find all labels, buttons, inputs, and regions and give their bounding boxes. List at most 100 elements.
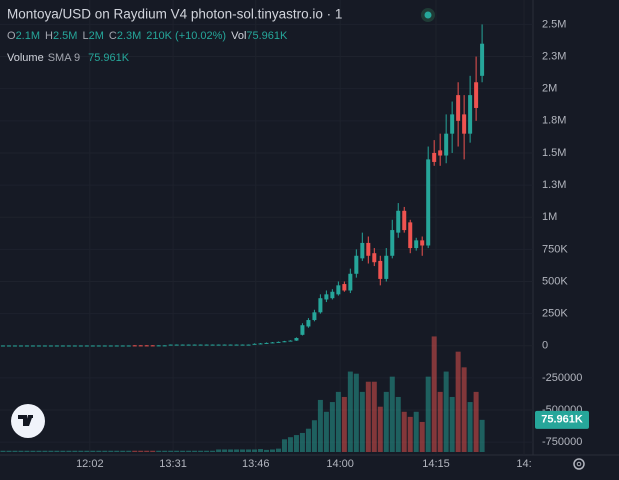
volume-bar (48, 450, 54, 452)
candle-body (120, 345, 125, 347)
candle-body (36, 345, 41, 347)
volume-bar (180, 450, 186, 452)
volume-bar (473, 391, 479, 452)
candle-body (150, 345, 155, 347)
volume-bar (323, 411, 329, 452)
candle-body (96, 345, 101, 347)
volume-bar (132, 450, 138, 452)
candle-body (102, 345, 107, 347)
volume-bar (252, 449, 258, 452)
volume-bar (311, 420, 317, 452)
volume-bar (138, 450, 144, 452)
candle-body (426, 159, 431, 246)
candle-body (54, 345, 59, 347)
volume-last-box (535, 410, 589, 429)
candle-body (288, 340, 293, 342)
candle-body (222, 344, 227, 346)
candle-body (12, 345, 17, 347)
candle-body (378, 260, 383, 279)
candle-body (306, 320, 311, 327)
candle-body (72, 345, 77, 347)
candle-body (48, 345, 53, 347)
y-tick-label: 1.3M (542, 179, 566, 191)
candle-body (462, 114, 467, 134)
candle-body (468, 95, 473, 134)
y-tick-label: 250K (542, 308, 568, 320)
volume-bar (174, 450, 180, 452)
candle-body (348, 273, 353, 291)
vol-value: 75.961K (246, 30, 288, 42)
volume-bar (401, 411, 407, 452)
candle-body (126, 345, 131, 347)
candle-body (60, 345, 65, 347)
volume-bar (240, 449, 246, 452)
volume-bar (449, 396, 455, 452)
y-tick-label: 1M (542, 211, 557, 223)
candle-body (342, 284, 347, 291)
tv-logo[interactable] (11, 404, 45, 438)
candle-body (324, 294, 329, 300)
volume-bar (102, 450, 108, 452)
volume-bar (329, 402, 335, 452)
indicator-value: 75.961K (88, 52, 130, 64)
volume-bar (54, 450, 60, 452)
ohlc-value: 2M (89, 30, 104, 42)
candle-body (294, 338, 299, 341)
volume-bar (0, 450, 6, 452)
volume-bar (216, 449, 222, 452)
gear-hub (576, 461, 582, 467)
settings-button[interactable] (573, 458, 585, 470)
y-tick-label: 2.5M (542, 18, 566, 30)
candle-body (204, 344, 209, 346)
candle-body (0, 345, 5, 347)
candle-body (246, 344, 251, 346)
chart-title: Montoya/USD on Raydium V4 photon-sol.tin… (7, 7, 342, 22)
volume-bar (198, 450, 204, 452)
candle-body (372, 253, 377, 263)
vol-key: Vol (231, 30, 246, 42)
candle-body (192, 344, 197, 346)
indicator-name: Volume (7, 52, 44, 64)
candle-body (258, 343, 263, 345)
ohlc-value: 2.5M (53, 30, 77, 42)
volume-bar (371, 381, 377, 452)
volume-bar (389, 376, 395, 452)
candle-body (234, 344, 239, 346)
volume-bar (395, 396, 401, 452)
x-tick-label: 13:46 (242, 458, 270, 470)
y-tick-label: 2.3M (542, 50, 566, 62)
volume-bar (78, 450, 84, 452)
logo-mark (18, 415, 33, 426)
volume-bar (168, 450, 174, 452)
ohlc-legend: O2.1M H2.5M L2M C2.3M 210K (+10.02%) Vol75.96… (7, 30, 288, 42)
volume-bar (281, 439, 287, 452)
volume-bar (24, 450, 30, 452)
volume-bar (299, 432, 305, 452)
volume-bar (150, 450, 156, 452)
volume-bar (455, 351, 461, 452)
volume-bar (347, 371, 353, 452)
volume-last-label: 75.961K (541, 414, 583, 426)
volume-bar (222, 449, 228, 452)
volume-bar (204, 450, 210, 452)
volume-bar (305, 428, 311, 452)
y-tick-label: -750000 (542, 436, 582, 448)
volume-bar (108, 450, 114, 452)
candle-body (240, 344, 245, 346)
volume-bar (12, 450, 18, 452)
candle-body (276, 341, 281, 343)
volume-bar (162, 450, 168, 452)
y-tick-label: 1.5M (542, 147, 566, 159)
candle-body (114, 345, 119, 347)
candle-body (408, 222, 413, 249)
volume-bar (467, 402, 473, 452)
indicator-legend: Volume SMA 9 75.961K (7, 52, 130, 64)
ohlc-change: 210K (+10.02%) (146, 30, 226, 42)
candle-body (300, 325, 305, 335)
volume-bar (413, 411, 419, 452)
x-tick-label: 14: (516, 458, 531, 470)
volume-bar (60, 450, 66, 452)
volume-bar (341, 396, 347, 452)
candle-body (168, 344, 173, 346)
candle-body (84, 345, 89, 347)
